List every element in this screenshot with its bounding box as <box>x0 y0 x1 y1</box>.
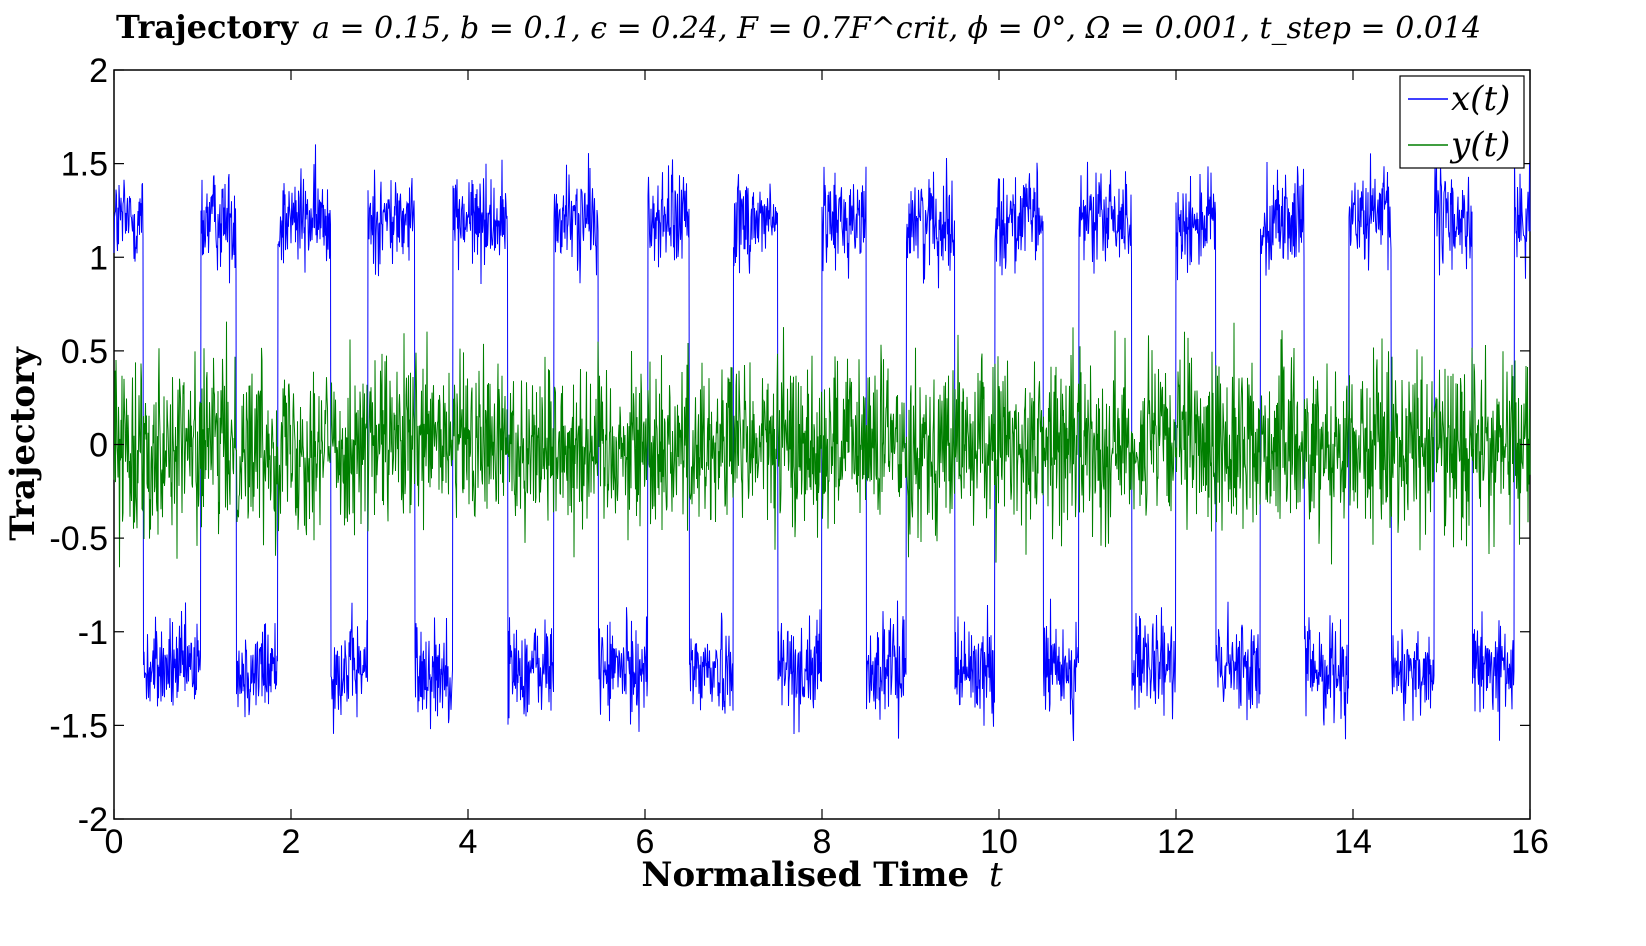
x-tick-label: 6 <box>636 823 655 861</box>
series-y-path <box>113 321 1531 568</box>
x-tick-label: 4 <box>459 823 478 861</box>
y-tick-label: -1 <box>78 614 108 652</box>
legend-box <box>1399 75 1525 169</box>
y-tick-label: -2 <box>78 801 108 839</box>
x-axis-label: Normalised Time t <box>641 855 1003 895</box>
legend-label-x: x(t) <box>1451 79 1510 119</box>
chart-title-word: Trajectory <box>116 8 299 46</box>
y-tick-label: -1.5 <box>49 707 108 745</box>
y-tick-label: 2 <box>89 52 108 90</box>
x-tick-label: 0 <box>105 823 124 861</box>
x-axis-ticks: 0 2 4 6 8 10 12 14 16 <box>105 70 1549 861</box>
y-tick-label: 0.5 <box>61 333 108 371</box>
y-tick-label: -0.5 <box>49 520 108 558</box>
series-y-line <box>113 321 1531 568</box>
x-tick-label: 14 <box>1334 823 1372 861</box>
x-axis-label-var: t <box>989 855 1003 895</box>
x-tick-label: 2 <box>282 823 301 861</box>
y-tick-label: 0 <box>89 427 108 465</box>
y-tick-label: 1.5 <box>61 146 108 184</box>
y-axis-label: Trajectory <box>3 346 43 541</box>
x-tick-label: 12 <box>1157 823 1195 861</box>
x-axis-label-text: Normalised Time <box>641 855 969 895</box>
x-tick-label: 16 <box>1511 823 1549 861</box>
legend: x(t) y(t) <box>1399 75 1525 169</box>
legend-label-y: y(t) <box>1449 125 1510 165</box>
series-x-line <box>113 144 1531 742</box>
y-axis-ticks: 2 1.5 1 0.5 0 -0.5 -1 -1.5 -2 <box>49 52 1530 839</box>
chart-title: Trajectory a = 0.15, b = 0.1, ϵ = 0.24, … <box>116 8 1481 46</box>
x-tick-label: 10 <box>980 823 1018 861</box>
chart-title-params: a = 0.15, b = 0.1, ϵ = 0.24, F = 0.7F^cr… <box>312 11 1481 46</box>
x-tick-label: 8 <box>813 823 832 861</box>
y-tick-label: 1 <box>89 239 108 277</box>
series-x-path <box>113 144 1531 742</box>
